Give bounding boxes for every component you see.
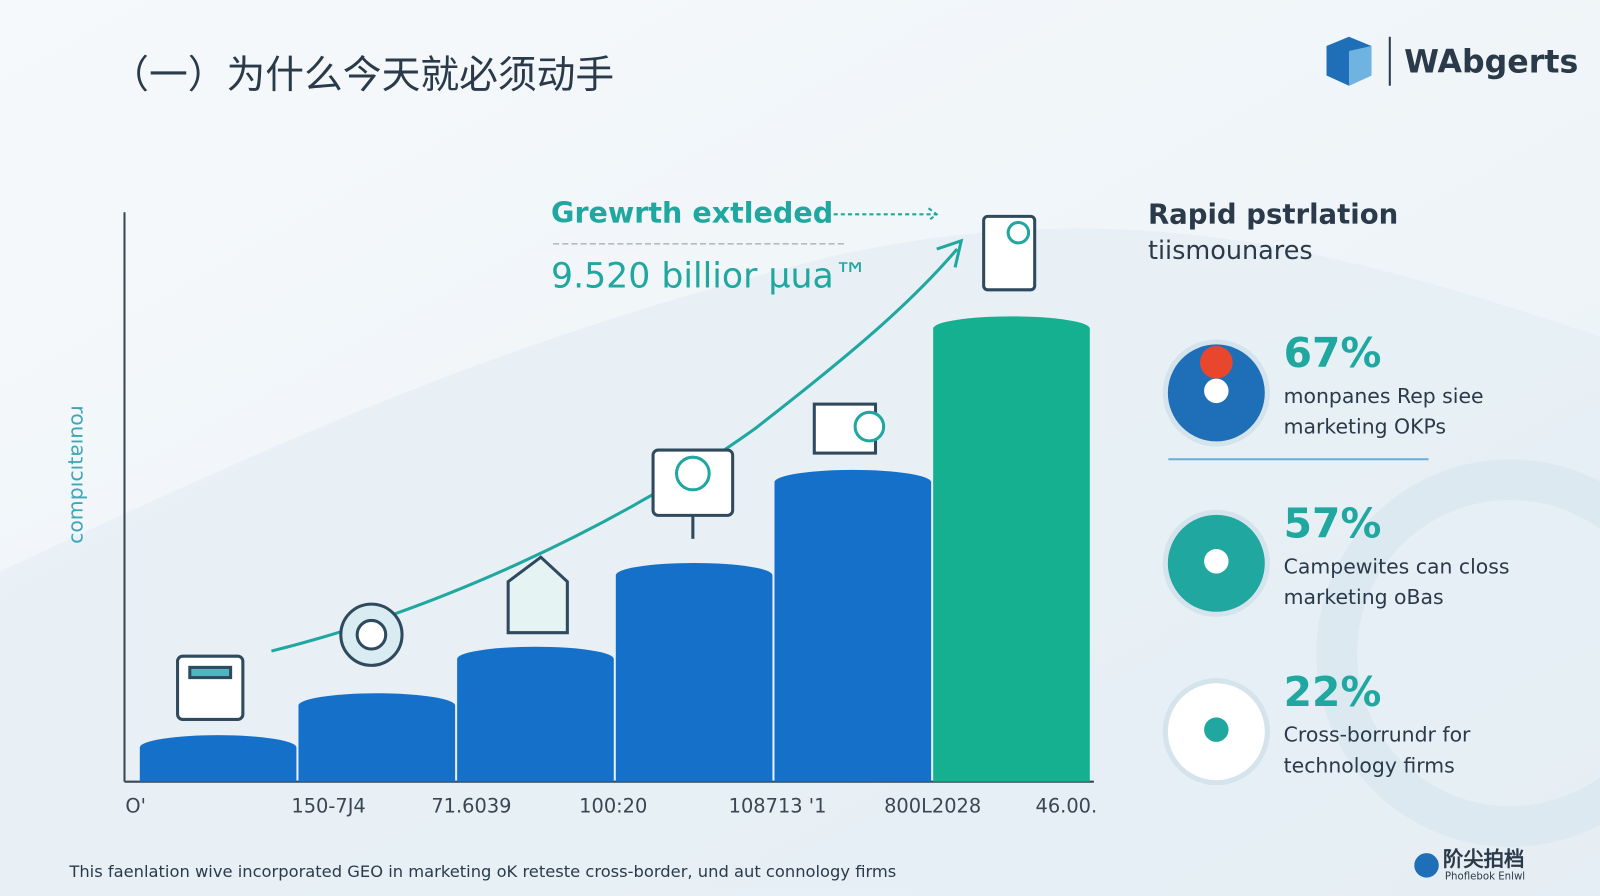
y-axis-label: rouıaʇıɔıdɯoɔ — [67, 405, 91, 544]
bar — [457, 646, 614, 782]
badge-title: 阶尖拍档 — [1443, 847, 1525, 871]
badge-subtitle: Phoflebok Enlwl — [1445, 872, 1525, 883]
trend-arrowhead — [936, 238, 964, 268]
annotation-title: Grewrth extleded — [551, 195, 833, 229]
annotation-arrow — [826, 207, 939, 222]
bar — [774, 469, 932, 782]
x-label: O' — [125, 795, 146, 818]
stat-text: technology firms — [1284, 753, 1455, 777]
logo-text: WAbgerts — [1404, 44, 1578, 80]
stats-panel: Rapid pstrlation tiismounares 67% monpane… — [1148, 198, 1510, 786]
bar — [298, 693, 456, 782]
stat-text: monpanes Rep siee — [1284, 384, 1484, 408]
stat-value: 57% — [1284, 500, 1382, 548]
annotation-value: 9.520 billior µua™ — [551, 257, 868, 297]
page-title: （一）为什么今天就必须动手 — [110, 53, 614, 98]
bar — [615, 562, 773, 782]
person-head — [1204, 549, 1229, 574]
icons — [176, 214, 1037, 721]
stat-text: marketing oBas — [1284, 585, 1444, 609]
x-label: 150-7J4 — [291, 795, 365, 818]
stat-value: 67% — [1284, 329, 1382, 377]
x-label: 108713 '1 — [729, 795, 827, 818]
pin — [1200, 345, 1233, 379]
footer-note: This faenlation wive incorporated GEO in… — [68, 862, 896, 881]
x-label: 800L2028 — [884, 795, 981, 818]
logo: WAbgerts — [1326, 36, 1578, 86]
x-label: 71.6039 — [431, 795, 511, 818]
person-head — [1204, 378, 1229, 404]
chart: rouıaʇıɔıdɯoɔ Grewrth extleded 9.520 bil… — [67, 195, 1098, 817]
stats-title: Rapid pstrlation — [1148, 198, 1398, 230]
bar — [139, 735, 297, 782]
stat-value: 22% — [1284, 668, 1382, 716]
x-label: 46.00. — [1036, 795, 1098, 818]
person-head — [1204, 717, 1229, 742]
x-label: 100:20 — [579, 795, 647, 818]
background-ring — [1316, 459, 1600, 847]
stats-subtitle: tiismounares — [1148, 236, 1313, 266]
badge-icon — [1414, 853, 1439, 878]
bars — [139, 316, 1090, 782]
stat-text: Cross-borrundr for — [1284, 723, 1471, 747]
stat-text: marketing OKPs — [1284, 415, 1446, 439]
stat-text: Campewites can closs — [1284, 554, 1510, 578]
x-labels: O' 150-7J4 71.6039 100:20 108713 '1 800L2028 4… — [125, 795, 1097, 818]
bar — [933, 316, 1090, 782]
